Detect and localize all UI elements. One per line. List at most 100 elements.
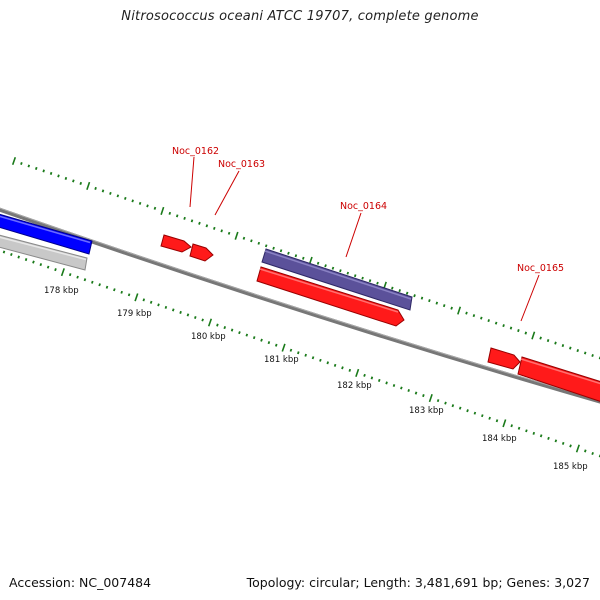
outer-track-minor-tick bbox=[576, 348, 580, 353]
outer-track-minor-tick bbox=[64, 176, 68, 180]
gene-label-noc-0163[interactable]: Noc_0163 bbox=[218, 159, 265, 170]
kbp-label-180: 180 kbp bbox=[191, 332, 226, 342]
inner-track-minor-tick bbox=[348, 368, 352, 372]
inner-track-minor-tick bbox=[473, 411, 477, 415]
footer-accession: Accession: NC_007484 bbox=[9, 575, 152, 590]
inner-track-minor-tick bbox=[326, 361, 330, 365]
inner-track-minor-tick bbox=[98, 283, 101, 287]
inner-track-minor-tick bbox=[149, 300, 153, 304]
inner-track-minor-tick bbox=[311, 356, 315, 360]
inner-track-minor-tick bbox=[76, 275, 79, 279]
outer-track-minor-tick bbox=[331, 266, 335, 270]
gene-red-long[interactable] bbox=[256, 266, 405, 327]
inner-track-minor-tick bbox=[539, 434, 543, 438]
genome-backbone-highlight bbox=[0, 207, 600, 401]
outer-track-major-tick bbox=[86, 181, 91, 190]
outer-track-minor-tick bbox=[472, 314, 476, 318]
outer-track-minor-tick bbox=[264, 244, 268, 248]
inner-track-minor-tick bbox=[422, 394, 425, 398]
inner-track-minor-tick bbox=[444, 401, 447, 405]
outer-track-minor-tick bbox=[316, 261, 320, 265]
inner-track-minor-tick bbox=[407, 389, 410, 392]
inner-track-minor-tick bbox=[525, 429, 528, 433]
inner-track-minor-tick bbox=[2, 250, 6, 254]
inner-track-minor-tick bbox=[105, 285, 109, 289]
gene-label-noc-0162[interactable]: Noc_0162 bbox=[172, 146, 219, 157]
outer-track-minor-tick bbox=[138, 201, 142, 205]
inner-track-minor-tick bbox=[436, 399, 440, 403]
kbp-label-183: 183 kbp bbox=[409, 406, 444, 416]
map-title: Nitrosococcus oceani ATCC 19707, complet… bbox=[121, 9, 479, 24]
inner-track-minor-tick bbox=[363, 373, 366, 377]
outer-track-minor-tick bbox=[279, 249, 283, 253]
outer-tick-track bbox=[11, 156, 600, 360]
inner-track-major-tick bbox=[355, 368, 360, 377]
inner-track-minor-tick bbox=[10, 252, 13, 257]
kbp-label-184: 184 kbp bbox=[482, 434, 517, 444]
gene-noc-0163[interactable] bbox=[189, 243, 214, 262]
outer-track-minor-tick bbox=[391, 286, 394, 290]
inner-track-minor-tick bbox=[113, 288, 116, 292]
outer-track-minor-tick bbox=[205, 224, 209, 228]
inner-track-minor-tick bbox=[392, 384, 396, 387]
outer-track-minor-tick bbox=[287, 251, 290, 255]
outer-track-minor-tick bbox=[442, 304, 446, 308]
outer-track-major-tick bbox=[531, 331, 536, 340]
inner-track-minor-tick bbox=[333, 363, 337, 367]
outer-track-minor-tick bbox=[494, 321, 498, 325]
inner-track-major-tick bbox=[134, 293, 139, 302]
inner-track-minor-tick bbox=[297, 351, 300, 355]
inner-tick-track bbox=[2, 250, 600, 458]
outer-track-minor-tick bbox=[227, 231, 231, 235]
outer-track-minor-tick bbox=[591, 354, 594, 357]
inner-track-minor-tick bbox=[216, 323, 219, 327]
outer-track-minor-tick bbox=[27, 164, 31, 168]
outer-track-minor-tick bbox=[554, 341, 557, 345]
inner-track-minor-tick bbox=[24, 258, 28, 262]
inner-track-minor-tick bbox=[142, 298, 146, 302]
inner-track-minor-tick bbox=[510, 424, 513, 428]
inner-track-minor-tick bbox=[164, 305, 168, 309]
blue-feature[interactable] bbox=[0, 213, 93, 255]
outer-track-minor-tick bbox=[561, 344, 565, 348]
inner-track-minor-tick bbox=[377, 378, 381, 383]
outer-track-minor-tick bbox=[101, 189, 105, 193]
gene-label-noc-0164[interactable]: Noc_0164 bbox=[340, 201, 387, 212]
inner-track-minor-tick bbox=[400, 386, 403, 390]
inner-track-minor-tick bbox=[466, 409, 469, 413]
outer-track-minor-tick bbox=[480, 316, 483, 320]
outer-track-minor-tick bbox=[272, 246, 275, 250]
leader-noc-0165 bbox=[520, 274, 540, 322]
inner-track-major-tick bbox=[207, 318, 213, 327]
gene-red-right-edge[interactable] bbox=[517, 356, 600, 403]
inner-track-major-tick bbox=[281, 343, 286, 352]
outer-track-minor-tick bbox=[428, 299, 431, 303]
leader-noc-0164 bbox=[345, 212, 362, 258]
outer-track-minor-tick bbox=[465, 311, 468, 315]
gene-noc-0165[interactable] bbox=[487, 347, 521, 370]
gene-label-noc-0165[interactable]: Noc_0165 bbox=[517, 263, 564, 274]
kbp-label-182: 182 kbp bbox=[337, 381, 372, 391]
gray-feature[interactable] bbox=[0, 234, 88, 271]
inner-track-minor-tick bbox=[252, 336, 256, 340]
inner-track-minor-tick bbox=[17, 255, 20, 259]
inner-track-minor-tick bbox=[591, 451, 594, 456]
inner-track-minor-tick bbox=[532, 431, 536, 435]
inner-track-minor-tick bbox=[245, 333, 249, 337]
inner-track-minor-tick bbox=[68, 273, 72, 277]
outer-track-minor-tick bbox=[213, 226, 216, 230]
outer-track-major-tick bbox=[457, 306, 462, 315]
outer-track-minor-tick bbox=[257, 241, 261, 245]
outer-track-minor-tick bbox=[353, 274, 357, 278]
gene-noc-0164[interactable] bbox=[261, 248, 413, 311]
inner-track-minor-tick bbox=[385, 381, 388, 385]
gene-noc-0162[interactable] bbox=[160, 234, 192, 253]
outer-track-minor-tick bbox=[220, 229, 223, 233]
inner-track-minor-tick bbox=[179, 310, 182, 314]
outer-track-minor-tick bbox=[116, 194, 120, 198]
outer-track-minor-tick bbox=[57, 174, 60, 178]
outer-track-minor-tick bbox=[405, 291, 409, 295]
inner-track-minor-tick bbox=[370, 376, 374, 380]
outer-track-minor-tick bbox=[49, 171, 53, 175]
